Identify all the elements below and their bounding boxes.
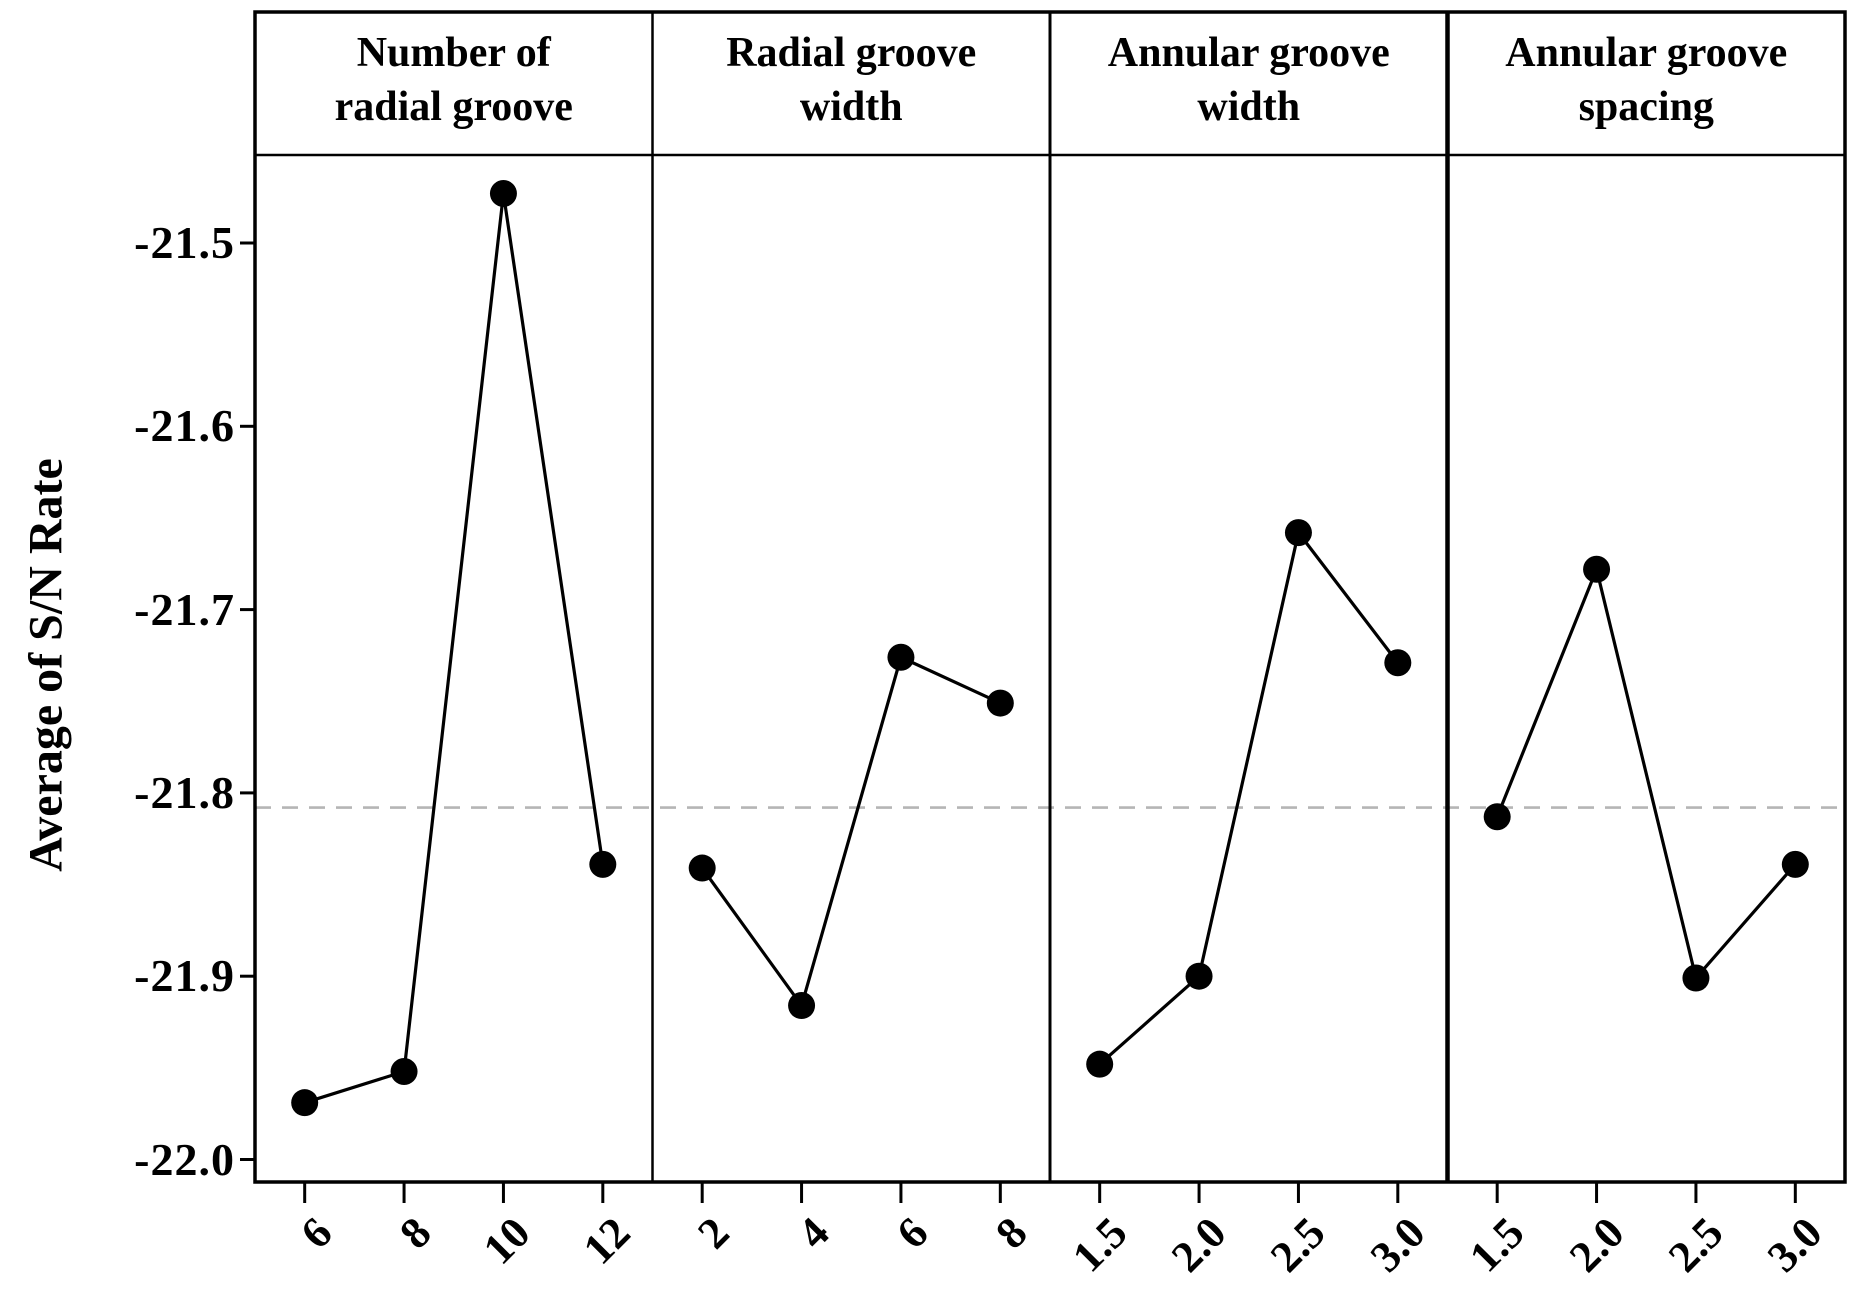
panel-title: Annular groove spacing [1448,26,1846,134]
y-tick-label: -21.5 [134,217,235,268]
y-tick-label: -21.9 [134,950,235,1002]
data-point [1483,803,1511,831]
panel-title-line: Radial groove [726,30,977,76]
data-point [1086,1050,1114,1078]
data-point [887,643,915,671]
series-line [1495,564,1797,982]
y-tick-label: -22.0 [134,1133,235,1185]
data-point [489,180,517,208]
y-tick-label: -21.7 [134,583,235,635]
panel-title: Number of radial groove [255,26,653,134]
data-point [589,850,617,878]
data-point [688,854,716,882]
panel-title: Annular groove width [1050,26,1448,134]
panel-title-line: width [799,84,903,130]
panel-title-line: radial groove [334,84,573,130]
panel-title-line: Annular groove [1107,30,1390,76]
panel-title-line: Number of [356,30,551,76]
data-point [1583,555,1611,583]
y-tick-label: -21.6 [134,400,235,452]
series-line [1098,528,1400,1066]
panel-title-line: spacing [1578,84,1714,130]
data-point [1781,850,1809,878]
y-tick-label: -21.8 [134,766,235,818]
data-point [986,689,1014,717]
panel-title-line: Annular groove [1505,30,1788,76]
data-point [1284,519,1312,547]
series-line [304,193,605,1105]
data-point [1384,649,1412,677]
data-point [1185,962,1213,990]
data-point [788,992,816,1020]
panel-title: Radial groove width [653,26,1051,134]
data-point [1682,964,1710,992]
data-point [390,1058,418,1086]
series-line [700,655,1001,1010]
panel-title-line: width [1197,84,1301,130]
data-point [291,1089,319,1117]
